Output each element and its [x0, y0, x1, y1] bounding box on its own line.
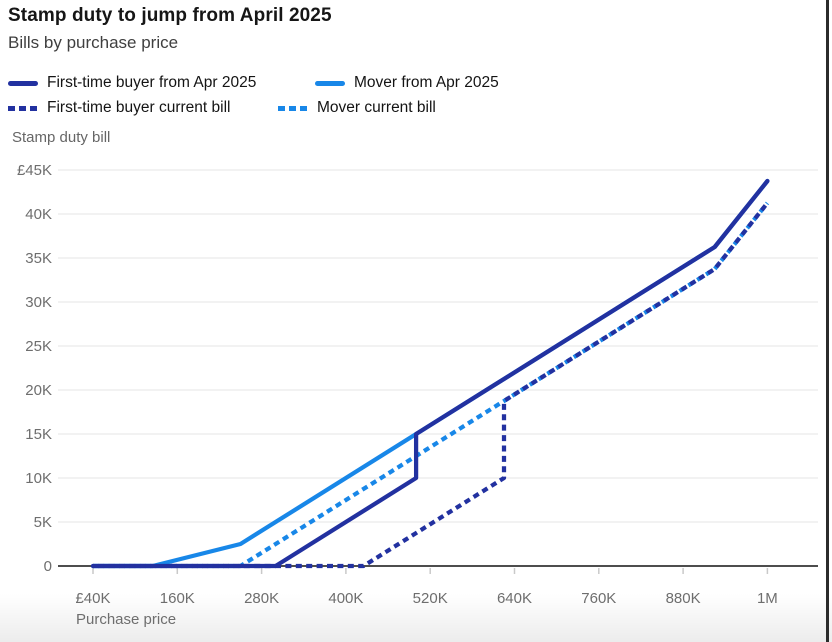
- legend-label: Mover current bill: [317, 99, 436, 116]
- y-tick-label: 40K: [25, 206, 52, 223]
- series-line-first-time-buyer-from-apr-2025: [90, 178, 770, 569]
- series-line-mover-current-bill: [93, 201, 770, 569]
- legend-row: First-time buyer current bill Mover curre…: [8, 99, 499, 117]
- x-tick-label: 880K: [666, 590, 701, 607]
- series-line-mover-from-apr-2025: [90, 178, 770, 569]
- x-tick-label: 520K: [413, 590, 448, 607]
- legend-row: First-time buyer from Apr 2025 Mover from…: [8, 74, 499, 92]
- x-tick-label: 1M: [757, 590, 778, 607]
- x-tick-label: 640K: [497, 590, 532, 607]
- legend-item: First-time buyer from Apr 2025: [8, 74, 315, 92]
- y-tick-label: £45K: [17, 162, 52, 179]
- legend-label: First-time buyer current bill: [47, 99, 231, 116]
- legend-item: First-time buyer current bill: [8, 99, 278, 117]
- legend-dotted-line-swatch: [278, 105, 308, 111]
- y-tick-label: 5K: [34, 514, 52, 531]
- series-line-first-time-buyer-current-bill: [93, 201, 770, 569]
- window-right-border: [826, 0, 829, 642]
- x-tick-label: 400K: [328, 590, 363, 607]
- x-tick-label: £40K: [75, 590, 110, 607]
- legend: First-time buyer from Apr 2025 Mover from…: [8, 74, 499, 117]
- y-tick-label: 25K: [25, 338, 52, 355]
- legend-label: Mover from Apr 2025: [354, 74, 499, 91]
- legend-dotted-line-swatch: [8, 105, 38, 111]
- x-tick-label: 160K: [160, 590, 195, 607]
- legend-item: Mover current bill: [278, 99, 436, 117]
- legend-item: Mover from Apr 2025: [315, 74, 499, 92]
- y-tick-label: 10K: [25, 470, 52, 487]
- y-tick-label: 30K: [25, 294, 52, 311]
- y-tick-label: 35K: [25, 250, 52, 267]
- y-tick-label: 15K: [25, 426, 52, 443]
- legend-solid-line-swatch: [315, 80, 345, 86]
- y-axis-title: Stamp duty bill: [12, 129, 111, 146]
- bottom-fade-band: [0, 594, 832, 642]
- y-tick-label: 20K: [25, 382, 52, 399]
- y-tick-label: 0: [44, 558, 52, 575]
- x-tick-label: 280K: [244, 590, 279, 607]
- chart-title: Stamp duty to jump from April 2025: [8, 5, 332, 26]
- legend-label: First-time buyer from Apr 2025: [47, 74, 257, 91]
- x-tick-label: 760K: [581, 590, 616, 607]
- x-axis-title: Purchase price: [76, 611, 177, 628]
- chart-subtitle: Bills by purchase price: [8, 33, 179, 52]
- legend-solid-line-swatch: [8, 80, 38, 86]
